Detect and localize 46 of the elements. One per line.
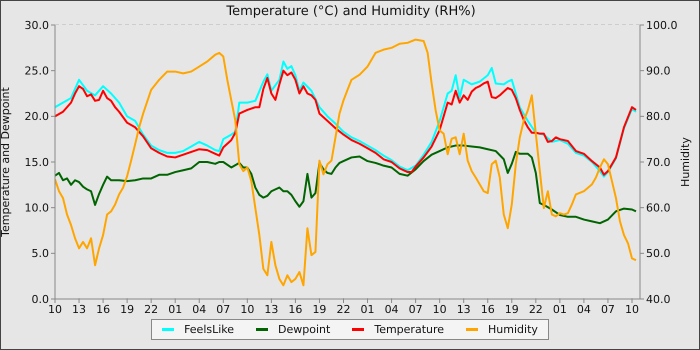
x-tick-label: 04 — [192, 302, 206, 316]
y-tick-label: 5.0 — [32, 247, 49, 260]
y2-axis-title: Humidity — [678, 136, 692, 187]
x-tick-label: 01 — [360, 302, 375, 316]
x-tick-label: 04 — [384, 302, 399, 316]
y-tick-label: 10.0 — [24, 202, 49, 215]
x-tick-label: 07 — [216, 302, 230, 316]
y2-tick-label: 90.0 — [646, 64, 670, 78]
x-tick-label: 01 — [552, 302, 567, 316]
x-tick-label: 10 — [432, 302, 447, 316]
x-tick-label: 19 — [312, 302, 326, 316]
x-tick-label: 10 — [48, 302, 62, 316]
x-tick-label: 16 — [96, 302, 110, 316]
legend-label: FeelsLike — [184, 323, 234, 336]
x-tick-label: 13 — [264, 302, 278, 316]
x-tick-label: 19 — [120, 302, 134, 316]
y-axis-title: Temperature and Dewpoint — [0, 86, 12, 238]
x-tick-label: 10 — [624, 302, 639, 316]
y-tick-label: 30.0 — [24, 18, 49, 32]
legend-label: Temperature — [374, 323, 444, 336]
x-tick-label: 22 — [528, 302, 543, 316]
x-tick-label: 22 — [144, 302, 158, 316]
x-tick-label: 22 — [336, 302, 350, 316]
chart-title: Temperature (°C) and Humidity (RH%) — [225, 4, 477, 19]
y2-tick-label: 40.0 — [646, 292, 670, 306]
y2-tick-label: 50.0 — [646, 247, 670, 260]
y-tick-label: 15.0 — [24, 156, 49, 169]
y2-tick-label: 60.0 — [646, 202, 670, 215]
y2-tick-label: 70.0 — [646, 156, 670, 169]
x-tick-label: 13 — [72, 302, 86, 316]
legend-label: Dewpoint — [278, 323, 330, 336]
x-tick-label: 04 — [576, 302, 591, 316]
y-tick-label: 25.0 — [24, 64, 49, 78]
y2-tick-label: 80.0 — [646, 110, 670, 124]
x-tick-label: 19 — [504, 302, 519, 316]
y-tick-label: 0.0 — [32, 292, 49, 306]
legend-label: Humidity — [488, 323, 538, 336]
x-tick-label: 10 — [240, 302, 254, 316]
x-tick-label: 16 — [288, 302, 302, 316]
y-tick-label: 20.0 — [24, 110, 49, 124]
x-tick-label: 07 — [600, 302, 615, 316]
x-tick-label: 13 — [456, 302, 471, 316]
x-tick-label: 07 — [408, 302, 423, 316]
y2-tick-label: 100.0 — [646, 18, 678, 32]
x-tick-label: 16 — [480, 302, 495, 316]
x-tick-label: 01 — [168, 302, 182, 316]
